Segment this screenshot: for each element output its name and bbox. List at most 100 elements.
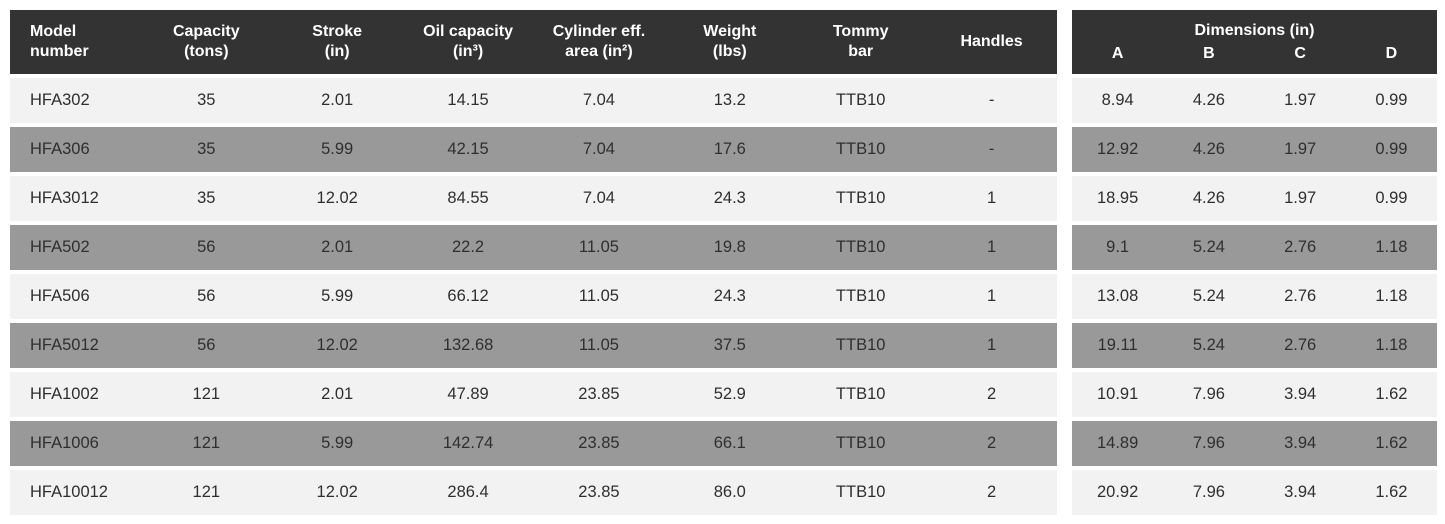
- dimensions-table-body: 8.94 4.26 1.97 0.99 12.92 4.26 1.97 0.99 18.95 4.…: [1072, 78, 1437, 515]
- column-header-capacity: Capacity (tons): [172, 23, 240, 60]
- cell-model-number: HFA10012: [30, 483, 108, 501]
- column-header-stroke: Stroke (in): [312, 23, 363, 60]
- cell-stroke: 2.01: [321, 91, 354, 109]
- cell-dim-c: 3.94: [1284, 385, 1317, 403]
- cell-cylinder-eff-area: 23.85: [578, 434, 620, 452]
- cell-capacity: 121: [192, 434, 221, 452]
- cell-dim-a: 8.94: [1101, 91, 1134, 109]
- table-row: 9.1 5.24 2.76 1.18: [1072, 225, 1437, 270]
- cell-model-number: HFA3012: [30, 189, 99, 207]
- cell-dim-b: 7.96: [1192, 434, 1225, 452]
- cell-stroke: 5.99: [321, 434, 354, 452]
- cell-dim-c: 2.76: [1284, 238, 1317, 256]
- cell-weight: 37.5: [713, 336, 746, 354]
- cell-handles: 1: [986, 287, 997, 305]
- cell-capacity: 56: [197, 287, 216, 305]
- cell-capacity: 35: [197, 189, 216, 207]
- table-row: 12.92 4.26 1.97 0.99: [1072, 127, 1437, 172]
- cell-oil-capacity: 132.68: [442, 336, 494, 354]
- cell-dim-b: 7.96: [1192, 483, 1225, 501]
- column-header-cylinder-eff-area: Cylinder eff. area (in²): [552, 23, 646, 60]
- cell-tommy-bar: TTB10: [835, 287, 886, 305]
- dimensions-table: Dimensions (in) A B C D 8.94 4.26 1.97 0.99…: [1072, 10, 1437, 515]
- column-header-dim-a: A: [1111, 44, 1124, 62]
- cell-stroke: 12.02: [316, 336, 358, 354]
- cell-dim-a: 14.89: [1096, 434, 1139, 452]
- cell-tommy-bar: TTB10: [835, 434, 886, 452]
- cell-dim-b: 4.26: [1192, 189, 1225, 207]
- cell-handles: 1: [986, 238, 997, 256]
- specifications-table: Model number Capacity (tons) Stroke (in)…: [10, 10, 1057, 515]
- cell-capacity: 121: [192, 483, 221, 501]
- cell-dim-b: 4.26: [1192, 91, 1225, 109]
- cell-dim-b: 4.26: [1192, 140, 1225, 158]
- cell-dim-a: 9.1: [1106, 238, 1130, 256]
- cell-dim-d: 1.62: [1375, 385, 1408, 403]
- cell-weight: 24.3: [713, 287, 746, 305]
- cell-tommy-bar: TTB10: [835, 189, 886, 207]
- column-header-model-number: Model number: [30, 23, 89, 60]
- column-header-weight: Weight (lbs): [703, 23, 757, 60]
- cell-stroke: 5.99: [321, 287, 354, 305]
- cell-weight: 66.1: [713, 434, 746, 452]
- cell-cylinder-eff-area: 11.05: [578, 287, 619, 305]
- cell-dim-c: 2.76: [1284, 287, 1317, 305]
- cell-tommy-bar: TTB10: [835, 336, 886, 354]
- column-header-dim-c: C: [1294, 44, 1306, 62]
- table-row: 14.89 7.96 3.94 1.62: [1072, 421, 1437, 466]
- cell-dim-b: 5.24: [1192, 336, 1225, 354]
- table-row: HFA5012 56 12.02 132.68 11.05 37.5 TTB10 1: [10, 323, 1057, 368]
- cell-weight: 86.0: [713, 483, 746, 501]
- cell-dim-a: 19.11: [1097, 336, 1138, 354]
- cell-cylinder-eff-area: 11.05: [578, 238, 619, 256]
- dimensions-table-header: Dimensions (in) A B C D: [1072, 10, 1437, 74]
- cell-tommy-bar: TTB10: [835, 385, 886, 403]
- cell-capacity: 121: [192, 385, 221, 403]
- cell-dim-d: 1.18: [1375, 336, 1408, 354]
- table-row: HFA502 56 2.01 22.2 11.05 19.8 TTB10 1: [10, 225, 1057, 270]
- cell-stroke: 2.01: [321, 238, 354, 256]
- cell-tommy-bar: TTB10: [835, 483, 886, 501]
- cell-oil-capacity: 14.15: [447, 91, 489, 109]
- cell-cylinder-eff-area: 7.04: [582, 140, 615, 158]
- column-header-dim-d: D: [1385, 44, 1398, 62]
- cell-cylinder-eff-area: 23.85: [578, 385, 620, 403]
- table-row: HFA1002 121 2.01 47.89 23.85 52.9 TTB10 2: [10, 372, 1057, 417]
- cell-handles: 2: [986, 483, 997, 501]
- table-row: 19.11 5.24 2.76 1.18: [1072, 323, 1437, 368]
- cell-dim-a: 10.91: [1096, 385, 1139, 403]
- cell-handles: -: [988, 91, 995, 109]
- cell-dim-d: 0.99: [1375, 91, 1408, 109]
- cell-oil-capacity: 66.12: [447, 287, 489, 305]
- cell-dim-b: 7.96: [1192, 385, 1225, 403]
- column-header-handles: Handles: [960, 33, 1023, 50]
- cell-model-number: HFA506: [30, 287, 90, 305]
- cell-model-number: HFA1002: [30, 385, 99, 403]
- table-row: HFA506 56 5.99 66.12 11.05 24.3 TTB10 1: [10, 274, 1057, 319]
- spec-table-header: Model number Capacity (tons) Stroke (in)…: [10, 10, 1057, 74]
- cell-dim-b: 5.24: [1192, 287, 1225, 305]
- table-row: HFA1006 121 5.99 142.74 23.85 66.1 TTB10 2: [10, 421, 1057, 466]
- cell-handles: -: [988, 140, 995, 158]
- table-row: HFA3012 35 12.02 84.55 7.04 24.3 TTB10 1: [10, 176, 1057, 221]
- cell-weight: 24.3: [713, 189, 746, 207]
- cell-model-number: HFA502: [30, 238, 90, 256]
- cell-cylinder-eff-area: 7.04: [582, 189, 615, 207]
- cell-cylinder-eff-area: 7.04: [582, 91, 615, 109]
- cell-tommy-bar: TTB10: [835, 91, 886, 109]
- cell-dim-d: 0.99: [1375, 189, 1408, 207]
- table-row: HFA302 35 2.01 14.15 7.04 13.2 TTB10 -: [10, 78, 1057, 123]
- cell-handles: 2: [986, 385, 997, 403]
- cell-dim-c: 2.76: [1284, 336, 1317, 354]
- cell-capacity: 35: [197, 140, 216, 158]
- cell-capacity: 35: [197, 91, 216, 109]
- cell-tommy-bar: TTB10: [835, 238, 886, 256]
- cell-dim-d: 1.18: [1375, 287, 1408, 305]
- table-row: 18.95 4.26 1.97 0.99: [1072, 176, 1437, 221]
- cell-handles: 1: [986, 336, 997, 354]
- cell-dim-d: 1.62: [1375, 434, 1408, 452]
- cell-capacity: 56: [197, 336, 216, 354]
- table-row: HFA10012 121 12.02 286.4 23.85 86.0 TTB10 2: [10, 470, 1057, 515]
- cell-dim-a: 20.92: [1096, 483, 1139, 501]
